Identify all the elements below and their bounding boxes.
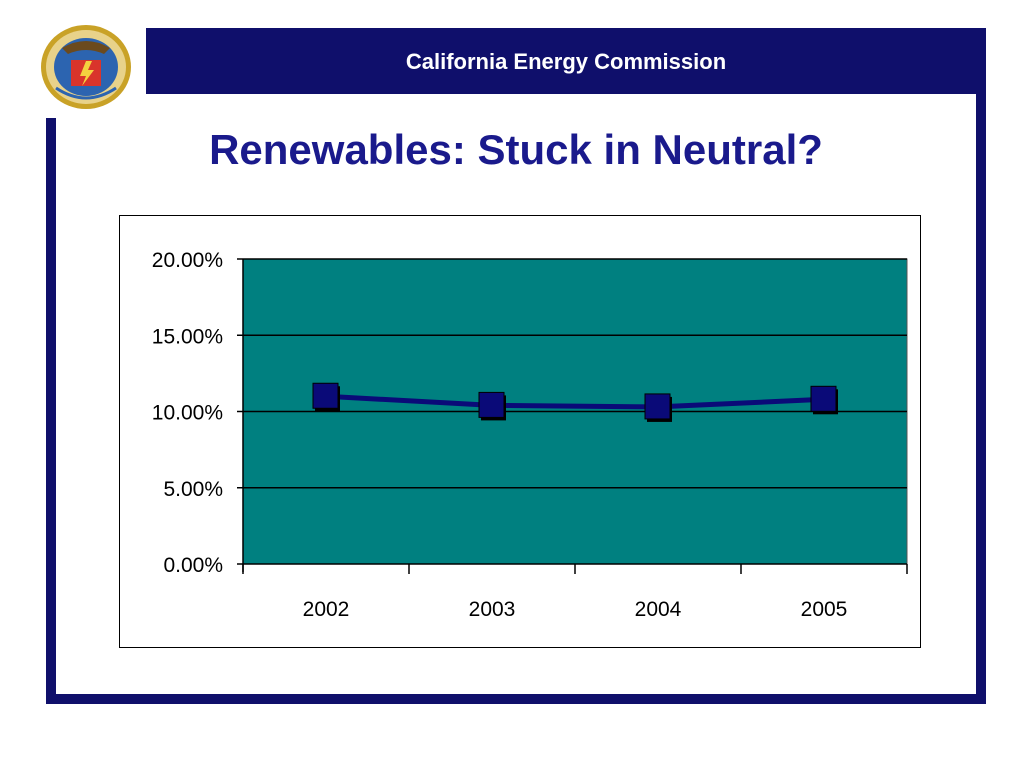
x-tick-label: 2002 (303, 598, 350, 621)
data-point (644, 393, 671, 420)
renewables-line-chart: 0.00% 5.00% 10.00% 15.00% 20.00% 2002 2003 2004… (152, 249, 908, 621)
data-point (478, 391, 505, 418)
y-tick-label: 20.00% (152, 249, 223, 272)
slide-title: Renewables: Stuck in Neutral? (209, 126, 823, 173)
data-point (810, 385, 837, 412)
y-tick-label: 5.00% (163, 478, 223, 501)
x-tick-label: 2003 (469, 598, 516, 621)
x-tick-label: 2005 (801, 598, 848, 621)
y-tick-label: 15.00% (152, 325, 223, 348)
data-point (312, 382, 339, 409)
logo-area (26, 8, 146, 118)
header-organization: California Energy Commission (405, 49, 727, 74)
series-line (325, 393, 825, 410)
chart-container: 0.00% 5.00% 10.00% 15.00% 20.00% 2002 2003 2004… (119, 215, 921, 648)
y-tick-label: 10.00% (152, 402, 223, 425)
x-tick-label: 2004 (635, 598, 682, 621)
y-tick-label: 0.00% (163, 554, 223, 577)
commission-seal-icon (41, 25, 131, 109)
